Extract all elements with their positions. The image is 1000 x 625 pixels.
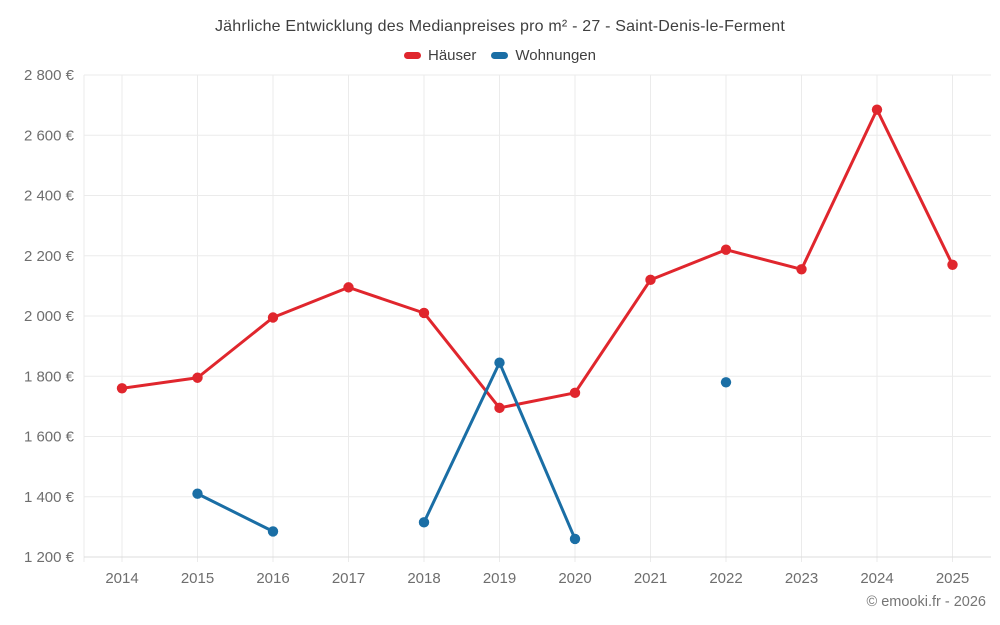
legend-swatch-haeuser-icon	[404, 52, 421, 59]
y-tick-label: 2 400 €	[24, 188, 75, 205]
data-point-0	[418, 307, 430, 319]
series-line-0	[120, 108, 954, 410]
y-tick-label: 1 800 €	[24, 368, 75, 385]
data-point-0	[494, 402, 505, 414]
y-tick-label: 2 800 €	[24, 67, 75, 84]
chart-title: Jährliche Entwicklung des Medianpreises …	[214, 18, 786, 35]
legend-swatch-wohnungen-icon	[491, 52, 509, 59]
legend-item-haeuser[interactable]: Häuser	[404, 47, 476, 64]
data-point-1	[569, 533, 581, 545]
data-point-1	[494, 357, 505, 368]
x-tick-label: 2016	[256, 570, 289, 587]
y-tick-label: 1 200 €	[24, 549, 75, 566]
data-point-0	[267, 312, 279, 323]
legend-label-haeuser: Häuser	[428, 47, 477, 64]
x-tick-label: 2025	[936, 570, 969, 587]
legend-item-wohnungen[interactable]: Wohnungen	[491, 47, 596, 64]
x-tick-label: 2014	[105, 570, 138, 587]
x-tick-label: 2018	[407, 570, 440, 587]
data-point-0	[116, 383, 128, 394]
y-tick-label: 2 200 €	[24, 248, 75, 265]
x-tick-label: 2023	[785, 570, 818, 587]
data-point-1	[192, 488, 203, 499]
x-tick-label: 2015	[181, 570, 214, 587]
x-tick-label: 2020	[558, 570, 591, 587]
data-point-0	[871, 104, 883, 115]
data-point-0	[947, 259, 958, 270]
data-point-1	[720, 377, 732, 388]
data-point-0	[569, 387, 581, 399]
data-point-0	[720, 244, 732, 255]
data-point-1	[418, 517, 430, 528]
data-point-0	[343, 282, 354, 293]
data-point-0	[796, 264, 807, 275]
y-tick-label: 1 400 €	[24, 489, 75, 506]
x-tick-label: 2021	[634, 570, 667, 587]
data-point-1	[267, 526, 279, 537]
chart-legend: Häuser Wohnungen	[0, 47, 1000, 64]
x-tick-label: 2022	[709, 570, 742, 587]
series-line-1	[196, 492, 275, 533]
data-point-0	[645, 274, 656, 286]
copyright-footer: © emooki.fr - 2026	[866, 594, 986, 610]
legend-label-wohnungen: Wohnungen	[515, 47, 596, 64]
x-tick-label: 2017	[332, 570, 365, 587]
data-point-0	[192, 372, 203, 383]
y-tick-label: 2 600 €	[24, 127, 75, 144]
y-tick-label: 1 600 €	[24, 429, 75, 446]
x-tick-label: 2024	[860, 570, 893, 587]
y-tick-label: 2 000 €	[24, 308, 75, 325]
x-tick-label: 2019	[483, 570, 516, 587]
